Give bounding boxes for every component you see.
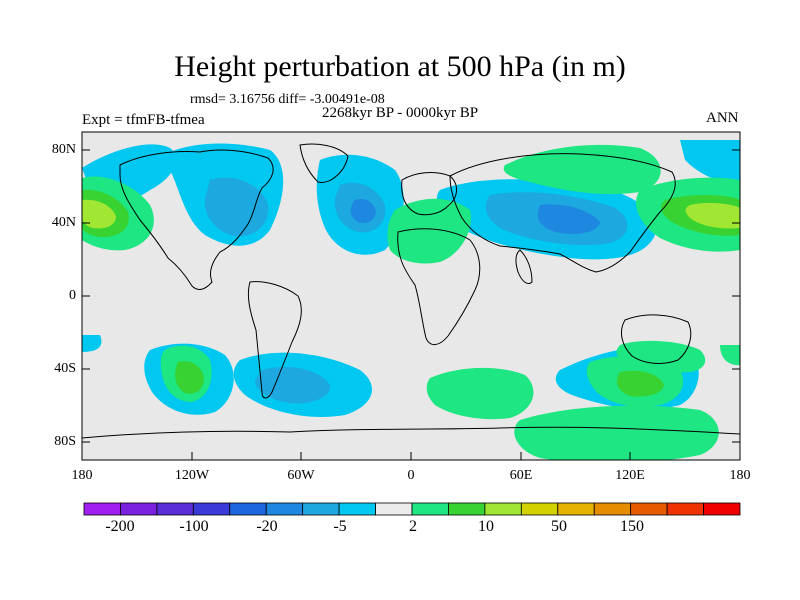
colorbar-box: [302, 502, 340, 516]
coast-north-america: [119, 149, 274, 290]
coast-europe: [401, 172, 457, 216]
experiment-label: Expt = tfmFB-tfmea: [82, 112, 205, 128]
colorbar-box: [448, 502, 486, 516]
colorbar-box: [120, 502, 158, 516]
contour-n-atlantic-inner: [350, 198, 376, 223]
coast-asia: [449, 153, 676, 273]
colorbar-box: [229, 502, 267, 516]
colorbar-box: [484, 502, 522, 516]
contour-siberia: [503, 144, 661, 195]
contour-n-pacific-peak: [82, 199, 116, 229]
y-tick-label: 40N: [51, 215, 76, 230]
contour-asia-inner: [537, 204, 600, 234]
colorbar-box: [265, 502, 304, 516]
colorbar-box: [630, 502, 668, 516]
axis-ticks: [81, 149, 741, 460]
contour-s-america-core: [255, 366, 331, 404]
colorbar-box: [666, 502, 704, 516]
colorbar-box: [703, 502, 741, 516]
x-tick-label: 180: [729, 468, 751, 483]
colorbar-box: [338, 502, 376, 516]
coast-south-america: [247, 281, 302, 399]
colorbar-label: 150: [620, 518, 644, 535]
contour-s-atlantic-pos: [426, 367, 534, 420]
colorbar-box: [411, 502, 449, 516]
stats-line: rmsd= 3.16756 diff= -3.00491e-08: [190, 92, 385, 107]
colorbar-label: 2: [409, 518, 417, 535]
colorbar-box: [520, 502, 559, 516]
colorbar-label: -5: [333, 518, 347, 535]
contour-n-pacific-west-peak: [685, 202, 740, 229]
period-label: 2268kyr BP - 0000kyr BP: [322, 105, 479, 121]
colorbar-label: -20: [256, 518, 278, 535]
colorbar-box: [557, 502, 595, 516]
y-tick-label: 0: [69, 288, 76, 303]
x-tick-label: 60W: [287, 468, 315, 483]
x-tick-label: 180: [71, 468, 93, 483]
coast-australia: [621, 314, 692, 364]
x-tick-label: 120E: [615, 468, 645, 483]
coast-antarctica: [82, 426, 740, 439]
coast-greenland: [299, 143, 349, 183]
colorbar-box: [375, 502, 413, 516]
contour-europe: [387, 198, 471, 264]
colorbar-label: -100: [179, 518, 209, 535]
y-tick-label: 40S: [54, 361, 76, 376]
coast-india: [515, 249, 533, 285]
colorbar-label: 50: [551, 518, 567, 535]
colorbar-label: -200: [105, 518, 135, 535]
field-contours: [82, 140, 740, 460]
contour-n-america-core: [204, 177, 269, 237]
colorbar-label: 10: [478, 518, 494, 535]
coastlines: [82, 143, 740, 439]
colorbar-box: [83, 502, 121, 516]
y-tick-label: 80S: [54, 434, 76, 449]
contour-n-pacific-west: [680, 140, 740, 182]
x-tick-label: 120W: [174, 468, 210, 483]
page-title: Height perturbation at 500 hPa (in m): [174, 50, 626, 83]
contour-s-left: [82, 335, 102, 352]
coast-africa: [397, 228, 481, 345]
y-tick-label: 80N: [51, 142, 76, 157]
colorbar-box: [192, 502, 231, 516]
colorbar: [83, 502, 741, 516]
colorbar-box: [156, 502, 194, 516]
contour-s-indian-core: [616, 370, 664, 397]
contour-s-pacific-core: [175, 360, 204, 394]
colorbar-box: [593, 502, 632, 516]
x-tick-label: 0: [407, 468, 415, 483]
x-tick-label: 60E: [509, 468, 533, 483]
contour-antarctic-pos: [514, 405, 719, 460]
season-label: ANN: [706, 110, 739, 126]
contour-s-right: [720, 345, 740, 366]
